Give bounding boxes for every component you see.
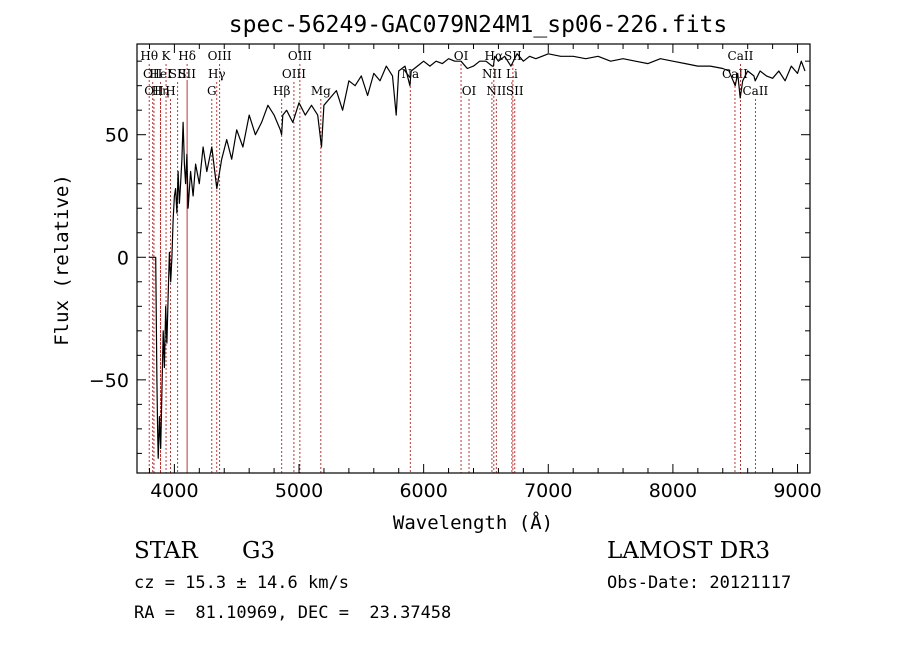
spectral-line-label: Hβ [273, 84, 290, 98]
observation-date: Obs-Date: 20121117 [607, 573, 792, 593]
flux-series-line [149, 53, 806, 459]
spectral-line-label: Hδ [178, 49, 196, 63]
data-layer [149, 53, 806, 459]
spectral-line-label: OII [143, 67, 163, 81]
spectral-line-label: SII [169, 67, 187, 81]
spectral-line-label: Hη [152, 84, 170, 98]
x-tick-label: 9000 [773, 480, 821, 502]
spectral-line-label: OI [454, 49, 469, 63]
x-tick-label: 7000 [524, 480, 572, 502]
spectral-line-label: H [165, 84, 175, 98]
plot-frame [136, 43, 811, 474]
spectral-subclass: G3 [242, 538, 276, 564]
spectral-line-label: Li [506, 67, 518, 81]
redshift-cz: cz = 15.3 ± 14.6 km/s [134, 573, 349, 593]
y-tick-label: 50 [105, 125, 129, 147]
spectral-line-label: Hα [485, 49, 504, 63]
y-axis-label: Flux (relative) [51, 174, 73, 346]
spectral-line-label: SII [504, 49, 522, 63]
spectral-line-label: OIII [288, 49, 312, 63]
spectral-line-label: SII [506, 84, 524, 98]
object-class: STAR [134, 538, 198, 564]
spectral-lines-layer: HθOIIOIIHeIHηKHSIIHδSIIGHγOIIIHβOIIIOIII… [140, 49, 769, 473]
x-axis-label: Wavelength (Å) [393, 511, 553, 534]
x-tick-label: 6000 [399, 480, 447, 502]
spectral-line-label: CaII [728, 49, 754, 63]
spectral-line-label: NII [482, 67, 502, 81]
spectral-line-label: OIII [282, 67, 306, 81]
coordinates: RA = 81.10969, DEC = 23.37458 [134, 603, 452, 623]
spectral-line-label: G [207, 84, 217, 98]
y-tick-label: 0 [117, 247, 129, 269]
spectral-line-label: K [162, 49, 172, 63]
y-tick-label: −50 [89, 370, 129, 392]
spectral-line-label: OIII [208, 49, 232, 63]
spectral-line-label: Mg [311, 84, 331, 98]
x-tick-label: 4000 [150, 480, 198, 502]
survey-label: LAMOST DR3 [607, 538, 771, 564]
x-tick-label: 8000 [649, 480, 697, 502]
spectral-line-label: Hγ [208, 67, 226, 81]
spectral-line-label: OI [462, 84, 477, 98]
x-tick-label: 5000 [275, 480, 323, 502]
chart-title: spec-56249-GAC079N24M1_sp06-226.fits [229, 12, 728, 38]
spectral-line-label: NII [486, 84, 506, 98]
spectral-line-label: CaII [742, 84, 768, 98]
spectral-line-label: Hθ [140, 49, 158, 63]
ticks-layer: 4000 5000 6000 7000 8000 9000 −50 0 50 [89, 44, 822, 502]
spectral-line-label: OII [144, 84, 164, 98]
spectral-line-label: SII [178, 67, 196, 81]
